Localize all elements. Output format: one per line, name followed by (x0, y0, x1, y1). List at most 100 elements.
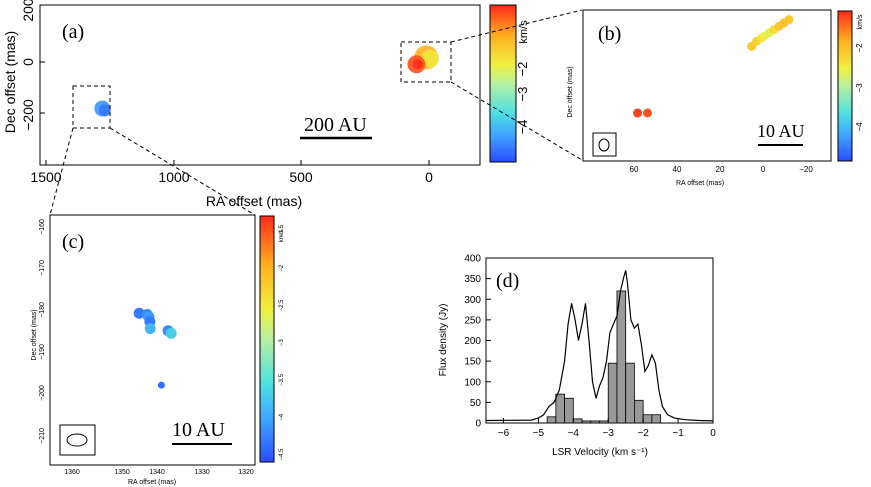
panel-d-frame (485, 257, 714, 424)
panel-d-ytick-label: 100 (464, 377, 481, 388)
panel-c-frame (49, 214, 256, 466)
maser-spot (157, 381, 165, 389)
panel-b-xlabel: RA offset (mas) (676, 180, 724, 187)
panel-c-ytick-label: −190 (39, 344, 46, 360)
panel-d-yticks: 0 50 100 150 200 250 300 350 400 (464, 254, 491, 430)
panel-d-xtick-label: −6 (498, 428, 510, 439)
panel-d-ytick-label: 250 (464, 315, 481, 326)
maser-spot (642, 108, 652, 118)
panel-d-ytick-label: 0 (475, 419, 481, 430)
panel-b-xticks: 60 40 20 0 −20 (630, 165, 814, 174)
panel-a-scalebar-label: 200 AU (304, 114, 367, 136)
panel-c-scalebar-label: 10 AU (172, 419, 225, 441)
panel-a-label: (a) (62, 21, 84, 43)
panel-a-xtick-label: 1500 (30, 169, 61, 185)
panel-c-ytick-label: −200 (39, 385, 46, 401)
panel-b-xtick-label: 40 (673, 165, 682, 174)
panel-c-cbar-unit: km/s (279, 230, 285, 243)
panel-b-label: (b) (598, 23, 621, 45)
panel-b: (b) 10 AU 60 40 20 0 −20 RA offset (mas)… (567, 9, 864, 187)
panel-d-xlabel: LSR Velocity (km s⁻¹) (552, 447, 648, 458)
panel-c: (c) 10 AU 1360 1350 1340 1330 1320 RA of… (31, 214, 285, 486)
panel-a-xticks: 1500 1000 500 0 (30, 160, 433, 185)
panel-d-ylabel: Flux density (Jy) (438, 304, 449, 377)
panel-c-beam (66, 433, 88, 447)
panel-d-ytick-label: 400 (464, 254, 481, 265)
panel-b-frame (582, 9, 832, 162)
panel-b-scalebar-label: 10 AU (757, 121, 805, 141)
panel-d-ytick-label: 150 (464, 357, 481, 368)
panel-c-cbar-tick: −4 (279, 413, 285, 421)
panel-d-ytick-label: 350 (464, 274, 481, 285)
zoom-connectors (49, 9, 583, 216)
panel-c-cbar-tick: −2 (279, 264, 285, 272)
histogram-bar (607, 362, 618, 424)
histogram-bar (642, 414, 653, 424)
panel-c-cbar-ticks: −1.5 −2 −2.5 −3 −3.5 −4 −4.5 (279, 224, 285, 460)
panel-c-beam-box (59, 424, 96, 456)
panel-c-cbar-tick: −2.5 (279, 299, 285, 312)
panel-b-cbar-tick: −2 (855, 43, 864, 53)
zoom-box-b (400, 41, 452, 83)
panel-d-bars (546, 290, 662, 424)
panel-a-yticks: 200 0 −200 (20, 0, 45, 131)
panel-c-ytick-label: −170 (39, 260, 46, 276)
histogram-bar (590, 420, 600, 424)
panel-c-cbar-tick: −3 (279, 339, 285, 347)
panel-d-xtick-label: −4 (568, 428, 580, 439)
panel-d-ytick-label: 50 (470, 398, 482, 409)
histogram-bar (555, 393, 565, 424)
panel-c-ylabel: Dec offset (mas) (31, 309, 38, 360)
histogram-bar (651, 414, 662, 424)
panel-a: (a) 200 AU 1500 1000 500 0 200 0 −200 De… (2, 0, 530, 209)
panel-b-points (633, 15, 794, 118)
panel-b-cbar-unit: km/s (857, 14, 864, 29)
panel-c-cbar-tick: −4.5 (279, 448, 285, 461)
maser-spot (633, 108, 643, 118)
panel-a-xtick-label: 1000 (158, 169, 189, 185)
maser-spot (165, 327, 177, 339)
panel-a-ytick-label: 0 (20, 58, 36, 66)
panel-c-xtick-label: 1320 (238, 469, 254, 476)
panel-a-ytick-label: 200 (20, 0, 36, 22)
panel-d-xtick-label: −3 (603, 428, 615, 439)
panel-d-ytick-label: 200 (464, 336, 481, 347)
panel-c-xlabel: RA offset (mas) (128, 479, 176, 486)
panel-d-ytick-label: 300 (464, 295, 481, 306)
panel-a-ylabel: Dec offset (mas) (2, 31, 18, 133)
panel-c-ytick-label: −210 (39, 428, 46, 444)
panel-a-xtick-label: 0 (425, 169, 433, 185)
histogram-bar (546, 416, 557, 424)
panel-a-cbar-tick: −4 (515, 120, 530, 135)
panel-a-xtick-label: 500 (289, 169, 313, 185)
histogram-bar (572, 418, 583, 424)
panel-a-xlabel: RA offset (mas) (206, 193, 302, 209)
panel-b-xtick-label: 0 (761, 165, 766, 174)
panel-c-xtick-label: 1360 (64, 469, 80, 476)
panel-b-beam (598, 138, 610, 152)
panel-c-label: (c) (62, 231, 84, 253)
panel-b-cbar-tick: −4 (855, 122, 864, 132)
panel-c-yticks: −160 −170 −180 −190 −200 −210 (39, 219, 46, 444)
panel-c-xtick-label: 1340 (149, 469, 165, 476)
panel-d: (d) −6 −5 −4 −3 −2 −1 0 0 50 100 150 200 250 300 350 4… (438, 254, 716, 459)
panel-d-xtick-label: −5 (533, 428, 545, 439)
panel-a-colorbar (489, 4, 517, 163)
spectrum-line (485, 270, 714, 422)
panel-d-xtick-label: −2 (637, 428, 649, 439)
maser-spot (412, 59, 423, 70)
panel-c-points (133, 307, 177, 389)
panel-d-xtick-label: −1 (672, 428, 684, 439)
panel-c-colorbar (259, 215, 275, 463)
panel-c-xtick-label: 1330 (194, 469, 210, 476)
histogram-bar (634, 399, 644, 424)
panel-c-xticks: 1360 1350 1340 1330 1320 (64, 469, 254, 476)
panel-d-xtick-label: 0 (710, 428, 716, 439)
histogram-bar (599, 420, 609, 424)
panel-c-xtick-label: 1350 (114, 469, 130, 476)
panel-b-xtick-label: 60 (630, 165, 639, 174)
histogram-bar (625, 362, 635, 424)
panel-a-ytick-label: −200 (20, 99, 36, 131)
panel-b-cbar-tick: −3 (855, 83, 864, 93)
